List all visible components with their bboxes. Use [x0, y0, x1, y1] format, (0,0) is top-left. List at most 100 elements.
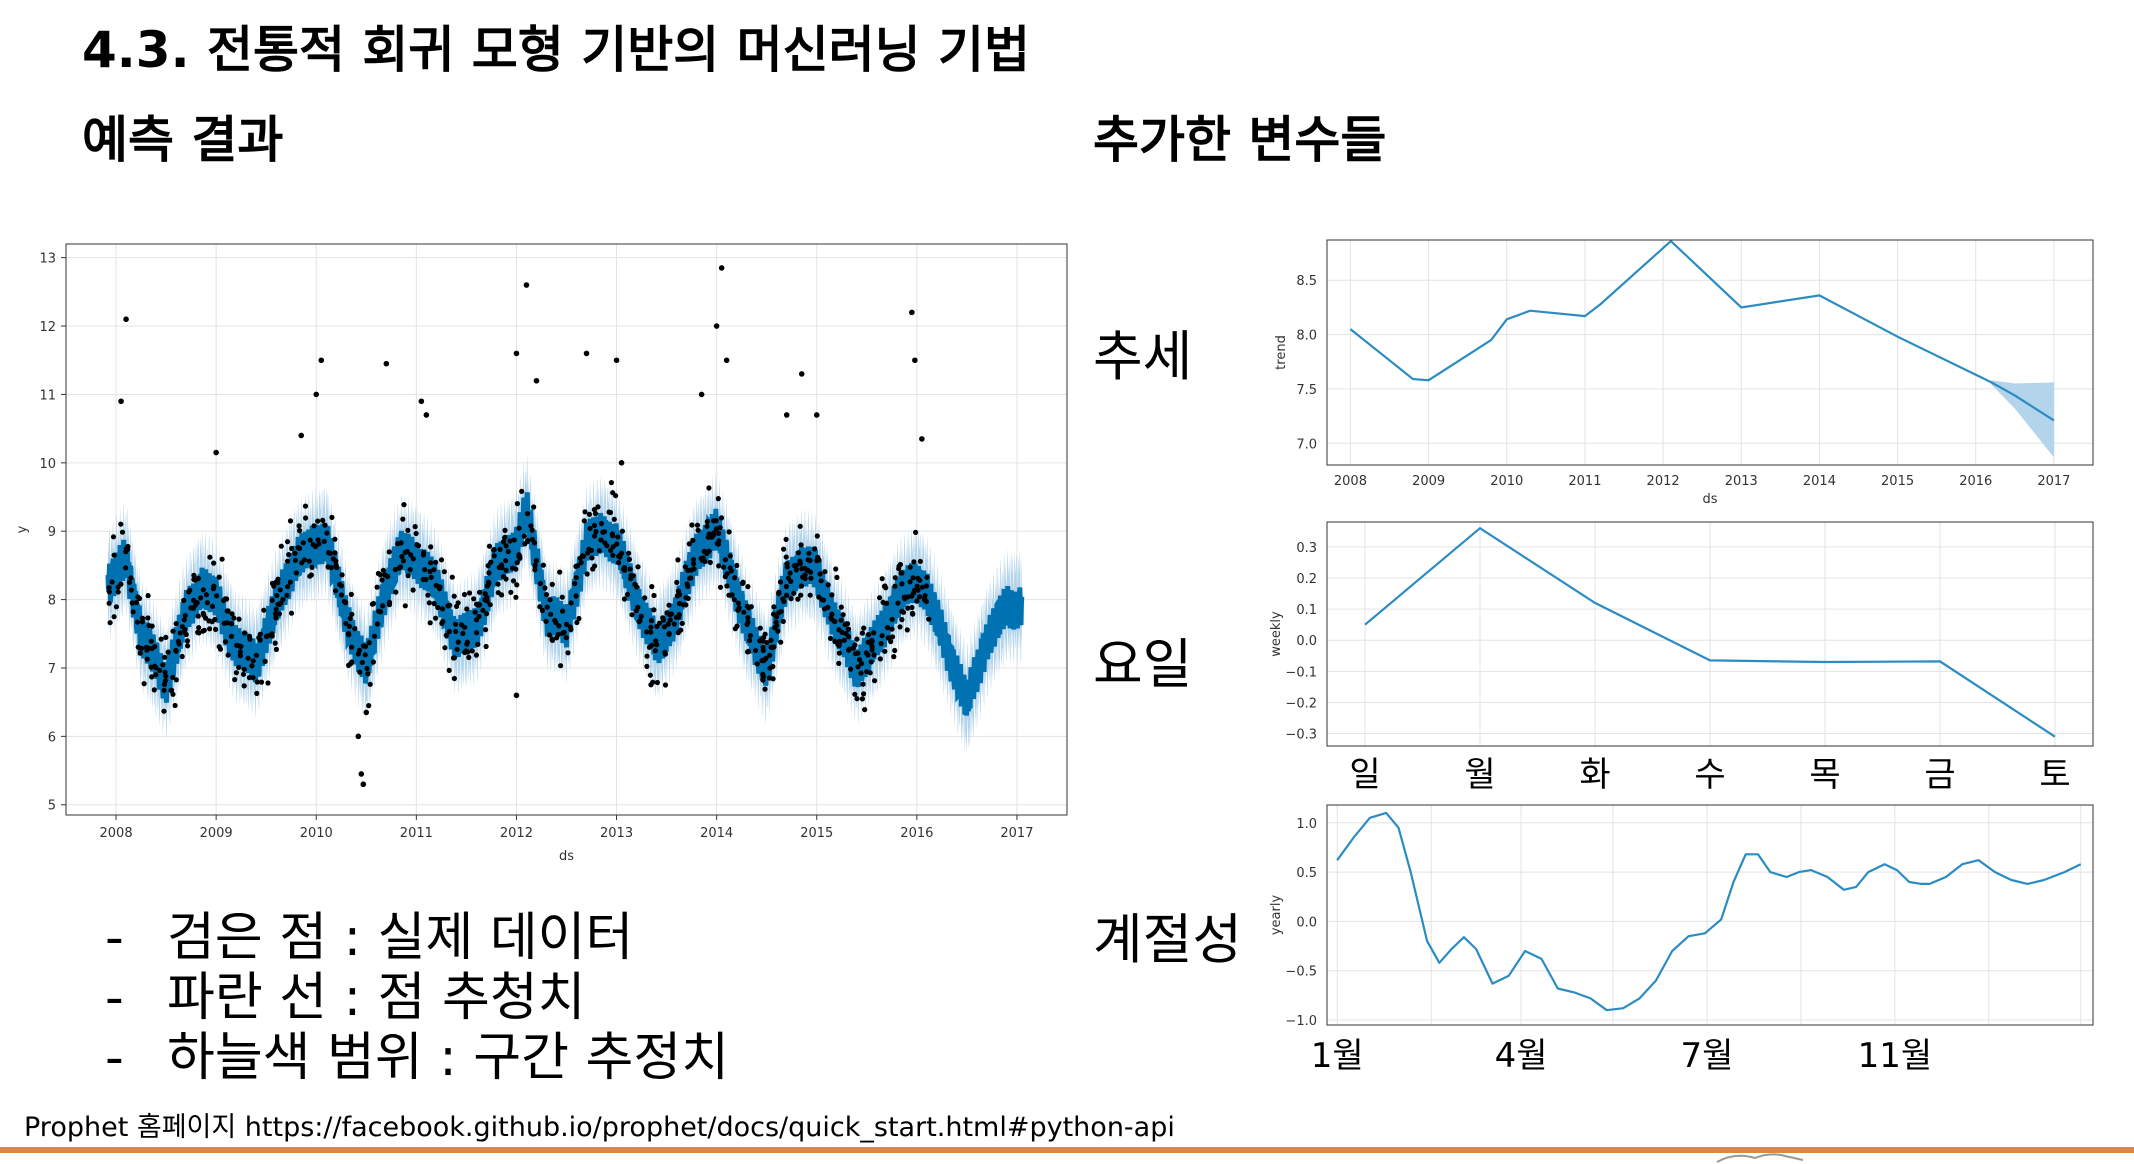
x-tick-label: 2015: [1881, 474, 1914, 489]
data-point: [678, 627, 684, 633]
data-point: [608, 547, 614, 553]
data-point: [528, 523, 534, 529]
data-point: [313, 391, 320, 398]
data-point: [474, 630, 480, 636]
data-point: [415, 543, 422, 549]
data-point: [654, 623, 660, 629]
data-point: [300, 540, 306, 546]
data-point: [285, 584, 291, 590]
data-point: [309, 564, 315, 570]
data-point: [722, 574, 728, 580]
data-point: [745, 649, 751, 655]
y-tick-label: 0.5: [1296, 866, 1317, 881]
data-point: [683, 595, 689, 601]
data-point: [400, 516, 406, 522]
data-point: [349, 644, 355, 650]
data-point: [292, 550, 298, 556]
data-point: [523, 282, 530, 288]
data-point: [198, 595, 204, 601]
data-point: [667, 617, 673, 623]
y-axis-label: weekly: [1269, 611, 1284, 657]
data-point: [861, 625, 867, 631]
data-point: [338, 592, 345, 598]
data-point: [454, 603, 460, 609]
data-point: [868, 659, 874, 665]
data-point: [666, 602, 672, 608]
data-point: [726, 529, 732, 535]
y-tick-label: 8: [48, 594, 56, 609]
data-point: [380, 567, 386, 573]
data-point: [859, 630, 866, 636]
data-point: [769, 645, 775, 651]
y-tick-label: 0.1: [1296, 603, 1317, 618]
data-point: [860, 681, 866, 687]
data-point: [911, 559, 917, 565]
data-point: [907, 579, 913, 585]
data-point: [802, 575, 808, 582]
data-point: [579, 553, 586, 559]
data-point: [666, 631, 672, 637]
data-point: [919, 436, 925, 442]
x-tick-label: 2014: [700, 826, 733, 841]
data-point: [858, 660, 865, 667]
data-point: [813, 412, 820, 418]
data-point: [897, 561, 904, 568]
y-tick-label: −0.1: [1285, 665, 1317, 680]
y-axis-label: y: [15, 525, 30, 533]
data-point: [610, 490, 616, 496]
trend-line: [1349, 239, 2055, 422]
data-point: [798, 592, 804, 598]
data-point: [311, 523, 317, 529]
data-point: [891, 654, 897, 660]
data-point: [717, 525, 723, 531]
data-point: [379, 577, 385, 583]
data-point: [825, 582, 831, 588]
data-point: [123, 565, 129, 571]
data-point: [229, 611, 235, 617]
data-point: [484, 598, 490, 604]
data-point: [841, 637, 847, 643]
data-point: [289, 545, 295, 552]
data-point: [651, 592, 657, 599]
x-tick-label: 2011: [1568, 474, 1601, 489]
data-point: [225, 652, 231, 658]
data-point: [648, 629, 654, 635]
data-point: [773, 614, 780, 620]
data-point: [242, 630, 248, 636]
data-point: [157, 667, 163, 673]
data-point: [767, 652, 773, 658]
data-point: [839, 629, 845, 635]
data-point: [582, 509, 588, 515]
data-point: [346, 623, 352, 629]
data-point: [126, 579, 133, 585]
data-point: [272, 611, 278, 617]
data-point: [707, 559, 713, 565]
data-point: [237, 649, 243, 655]
data-point: [476, 613, 482, 620]
data-point: [664, 610, 670, 616]
data-point: [843, 631, 849, 637]
data-point: [537, 580, 544, 587]
data-point: [762, 631, 768, 637]
data-point: [407, 567, 413, 573]
data-point: [544, 604, 550, 610]
data-point: [572, 580, 578, 587]
data-point: [689, 522, 695, 528]
right-heading: 추가한 변수들: [1093, 111, 1387, 169]
data-point: [896, 566, 902, 572]
data-point: [734, 562, 740, 569]
data-point: [879, 633, 885, 639]
x-tick-label: 2010: [300, 826, 333, 841]
data-point: [486, 581, 492, 587]
data-point: [778, 639, 784, 645]
data-point: [558, 663, 564, 669]
data-point: [503, 558, 509, 564]
data-point: [191, 572, 197, 578]
data-point: [292, 557, 298, 563]
data-point: [231, 615, 237, 621]
y-tick-label: −0.5: [1285, 965, 1317, 980]
data-point: [348, 661, 354, 667]
data-point: [783, 412, 790, 418]
data-point: [757, 625, 763, 631]
y-tick-label: 0.2: [1296, 572, 1317, 587]
